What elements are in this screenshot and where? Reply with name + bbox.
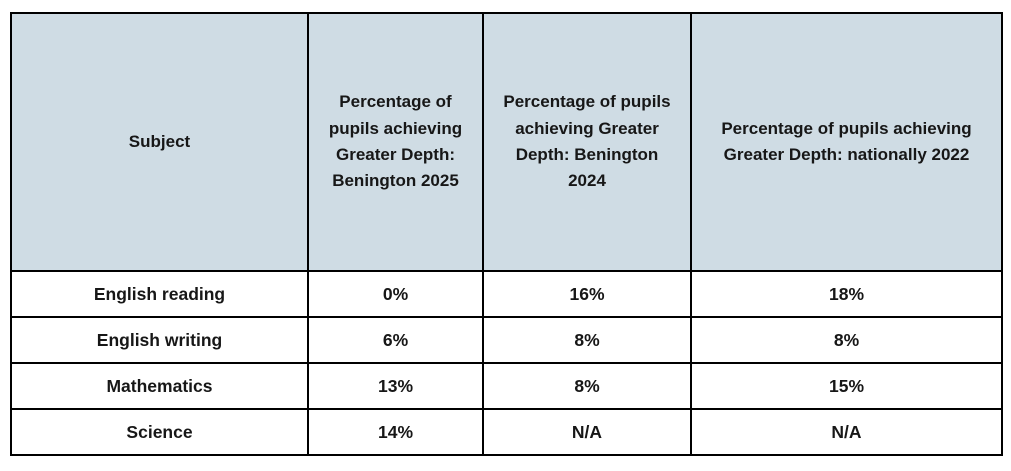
cell-subject: English reading [10, 270, 309, 318]
table-row-english-reading: English reading 0% 16% 18% [10, 270, 1003, 318]
cell-benington-2024: 8% [482, 316, 692, 364]
table-row-science: Science 14% N/A N/A [10, 408, 1003, 456]
cell-benington-2024-na: N/A [482, 408, 692, 456]
cell-benington-2024: 8% [482, 362, 692, 410]
cell-benington-2025: 0% [307, 270, 484, 318]
table-row-english-writing: English writing 6% 8% 8% [10, 316, 1003, 364]
cell-subject: Science [10, 408, 309, 456]
cell-nationally-2022-na: N/A [690, 408, 1003, 456]
header-cell-benington-2024: Percentage of pupils achieving Greater D… [482, 12, 692, 272]
cell-subject: English writing [10, 316, 309, 364]
header-cell-subject: Subject [10, 12, 309, 272]
table-row-mathematics: Mathematics 13% 8% 15% [10, 362, 1003, 410]
table-header-row: Subject Percentage of pupils achieving G… [10, 12, 1003, 272]
cell-benington-2025: 14% [307, 408, 484, 456]
header-cell-benington-2025: Percentage of pupils achieving Greater D… [307, 12, 484, 272]
cell-nationally-2022: 15% [690, 362, 1003, 410]
header-cell-nationally-2022: Percentage of pupils achieving Greater D… [690, 12, 1003, 272]
cell-nationally-2022: 18% [690, 270, 1003, 318]
cell-subject: Mathematics [10, 362, 309, 410]
cell-benington-2025: 6% [307, 316, 484, 364]
greater-depth-results-table: Subject Percentage of pupils achieving G… [10, 12, 1003, 456]
cell-benington-2025: 13% [307, 362, 484, 410]
cell-nationally-2022: 8% [690, 316, 1003, 364]
cell-benington-2024: 16% [482, 270, 692, 318]
